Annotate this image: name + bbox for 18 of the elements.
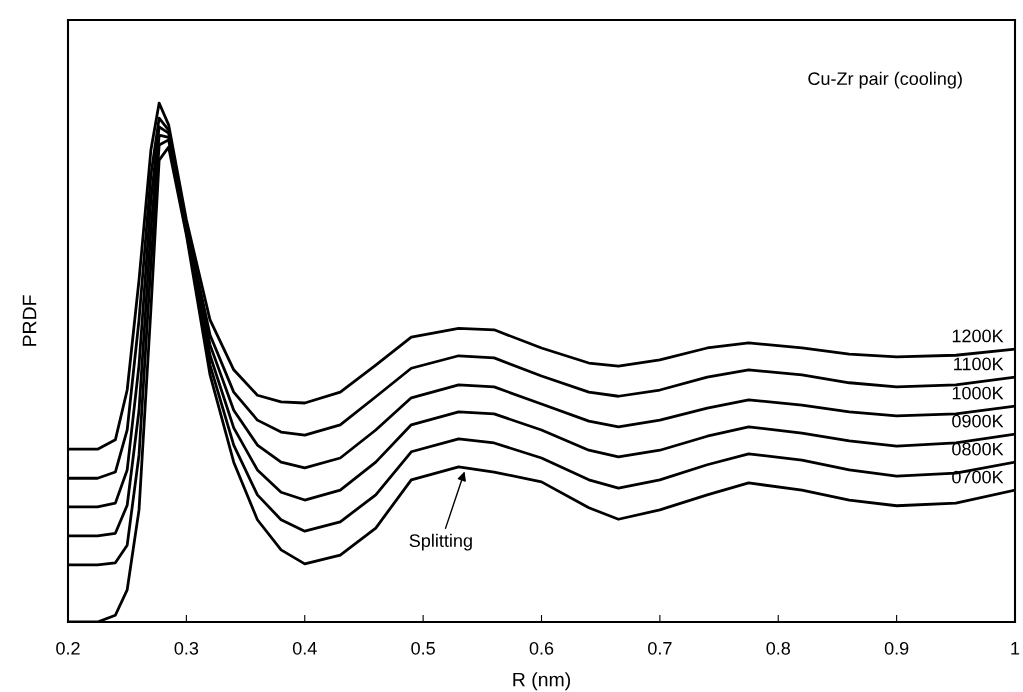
x-tick-label: 0.7 (648, 641, 672, 655)
x-tick-label: 1 (1011, 642, 1020, 655)
series-label: 1100K (954, 357, 1004, 371)
x-tick-label: 0.2 (56, 641, 80, 655)
series-label: 0800K (952, 442, 1004, 456)
x-tick-label: 0.4 (292, 641, 317, 655)
x-tick-label: 0.3 (174, 641, 199, 655)
series-label: 0900K (952, 414, 1004, 428)
series-label: 1000K (952, 386, 1004, 400)
text: Cu-Zr pair (cooling) (808, 71, 962, 89)
x-tick-label: 0.6 (529, 641, 554, 655)
y-axis-title: PRDF (22, 295, 37, 346)
x-tick-label: 0.8 (766, 641, 791, 655)
x-axis-title: R (nm) (513, 672, 570, 691)
x-tick-label: 0.5 (411, 641, 435, 655)
series-label: 1200K (952, 329, 1004, 343)
x-tick-label: 0.9 (884, 641, 909, 655)
annotation: Splitting (409, 533, 472, 551)
